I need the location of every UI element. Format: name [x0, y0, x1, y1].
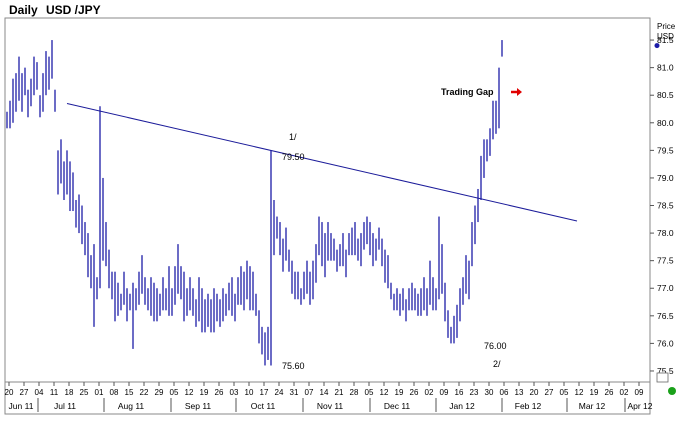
trading-gap-label: Trading Gap — [441, 87, 494, 97]
trading-gap-arrow-icon — [511, 88, 522, 96]
date-tick-label: 20 — [5, 388, 14, 397]
chart-period-label: Daily — [9, 3, 38, 17]
date-tick-label: 16 — [455, 388, 464, 397]
price-tick-label: 77.5 — [657, 256, 674, 266]
price-axis-label-bottom: USD — [657, 32, 674, 41]
price-tick-label: 77.0 — [657, 283, 674, 293]
date-tick-label: 17 — [260, 388, 269, 397]
date-tick-label: 15 — [125, 388, 134, 397]
date-tick-label: 01 — [95, 388, 104, 397]
price-tick-label: 80.0 — [657, 118, 674, 128]
date-tick-label: 27 — [20, 388, 29, 397]
chart-symbol-label: USD /JPY — [46, 3, 101, 17]
date-axis-strip — [4, 381, 651, 415]
month-label: Nov 11 — [317, 401, 344, 411]
date-tick-label: 07 — [305, 388, 314, 397]
date-tick-label: 05 — [365, 388, 374, 397]
wave-2-label: 2/ — [493, 359, 501, 369]
month-label: Jun 11 — [9, 401, 34, 411]
low-1-value: 75.60 — [282, 361, 305, 371]
date-tick-label: 22 — [140, 388, 149, 397]
month-label: Feb 12 — [515, 401, 542, 411]
price-tick-label: 79.5 — [657, 145, 674, 155]
date-tick-label: 26 — [410, 388, 419, 397]
date-tick-label: 29 — [155, 388, 164, 397]
date-tick-label: 19 — [590, 388, 599, 397]
month-label: Sep 11 — [185, 401, 212, 411]
date-tick-label: 26 — [215, 388, 224, 397]
price-tick-label: 78.0 — [657, 228, 674, 238]
date-tick-label: 12 — [575, 388, 584, 397]
date-axis: 20 27 04 11 18 25 01 08 15 22 29 05 12 19 26 03 10 17 24 31… — [5, 382, 653, 412]
date-tick-label: 26 — [605, 388, 614, 397]
date-tick-label: 12 — [380, 388, 389, 397]
month-label: Jan 12 — [449, 401, 475, 411]
date-tick-label: 02 — [620, 388, 629, 397]
price-tick-label: 81.0 — [657, 63, 674, 73]
wave-1-value: 79.50 — [282, 152, 305, 162]
scale-box-icon — [656, 372, 669, 383]
month-label: Aug 11 — [118, 401, 145, 411]
date-tick-label: 13 — [515, 388, 524, 397]
date-tick-label: 02 — [425, 388, 434, 397]
date-tick-label: 20 — [530, 388, 539, 397]
date-tick-label: 10 — [245, 388, 254, 397]
date-tick-label: 12 — [185, 388, 194, 397]
date-tick-label: 28 — [350, 388, 359, 397]
date-tick-label: 06 — [500, 388, 509, 397]
month-label: Jul 11 — [54, 401, 76, 411]
month-label: Oct 11 — [251, 401, 276, 411]
price-bars — [6, 40, 503, 366]
date-tick-label: 31 — [290, 388, 299, 397]
date-tick-label: 04 — [35, 388, 44, 397]
price-tick-label: 78.5 — [657, 201, 674, 211]
price-tick-label: 76.0 — [657, 338, 674, 348]
date-tick-label: 27 — [545, 388, 554, 397]
low-2-value: 76.00 — [484, 341, 507, 351]
date-tick-label: 19 — [200, 388, 209, 397]
date-tick-label: 05 — [560, 388, 569, 397]
date-tick-label: 30 — [485, 388, 494, 397]
date-tick-label: 03 — [230, 388, 239, 397]
date-tick-label: 09 — [635, 388, 644, 397]
plot-area — [4, 17, 651, 383]
wave-1-label: 1/ — [289, 132, 297, 142]
date-tick-label: 18 — [65, 388, 74, 397]
date-tick-label: 21 — [335, 388, 344, 397]
price-tick-label: 81.5 — [657, 35, 674, 45]
date-tick-label: 05 — [170, 388, 179, 397]
date-tick-label: 25 — [80, 388, 89, 397]
status-dot-icon — [668, 387, 676, 395]
last-price-marker-icon — [654, 43, 660, 49]
month-label: Apr 12 — [627, 401, 652, 411]
price-tick-label: 80.5 — [657, 90, 674, 100]
price-tick-label: 75.5 — [657, 366, 674, 376]
price-tick-label: 76.5 — [657, 311, 674, 321]
price-axis-label-top: Price — [657, 22, 676, 31]
trendline — [66, 102, 578, 222]
price-axis: Price USD 75.5 76.0 76.5 77.0 77.5 78.0 78.5 79… — [650, 22, 676, 376]
date-tick-label: 23 — [470, 388, 479, 397]
date-tick-label: 11 — [50, 388, 59, 397]
date-tick-label: 24 — [275, 388, 284, 397]
trendline-group — [66, 102, 578, 222]
date-tick-label: 14 — [320, 388, 329, 397]
date-tick-label: 08 — [110, 388, 119, 397]
date-tick-label: 19 — [395, 388, 404, 397]
month-label: Dec 11 — [384, 401, 411, 411]
date-tick-label: 09 — [440, 388, 449, 397]
price-tick-label: 79.0 — [657, 173, 674, 183]
month-label: Mar 12 — [579, 401, 606, 411]
